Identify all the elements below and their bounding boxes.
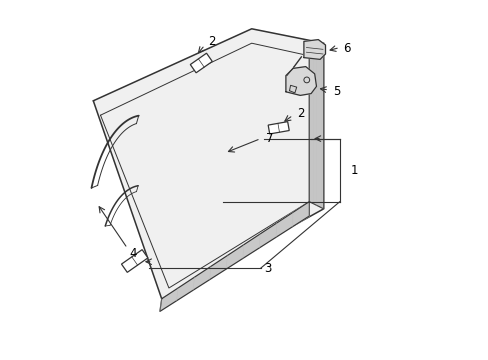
Text: 2: 2 (296, 107, 304, 120)
Text: 7: 7 (265, 132, 273, 145)
Text: 6: 6 (343, 42, 350, 55)
Polygon shape (303, 40, 325, 59)
Polygon shape (160, 202, 309, 311)
Polygon shape (285, 67, 316, 95)
Text: 5: 5 (332, 85, 339, 98)
Text: 3: 3 (264, 262, 271, 275)
Polygon shape (309, 43, 323, 209)
Polygon shape (267, 122, 288, 134)
Text: 2: 2 (208, 35, 216, 48)
Polygon shape (121, 249, 147, 273)
Text: 1: 1 (350, 165, 358, 177)
Text: 4: 4 (129, 247, 137, 260)
Polygon shape (93, 29, 323, 299)
Polygon shape (190, 53, 212, 73)
